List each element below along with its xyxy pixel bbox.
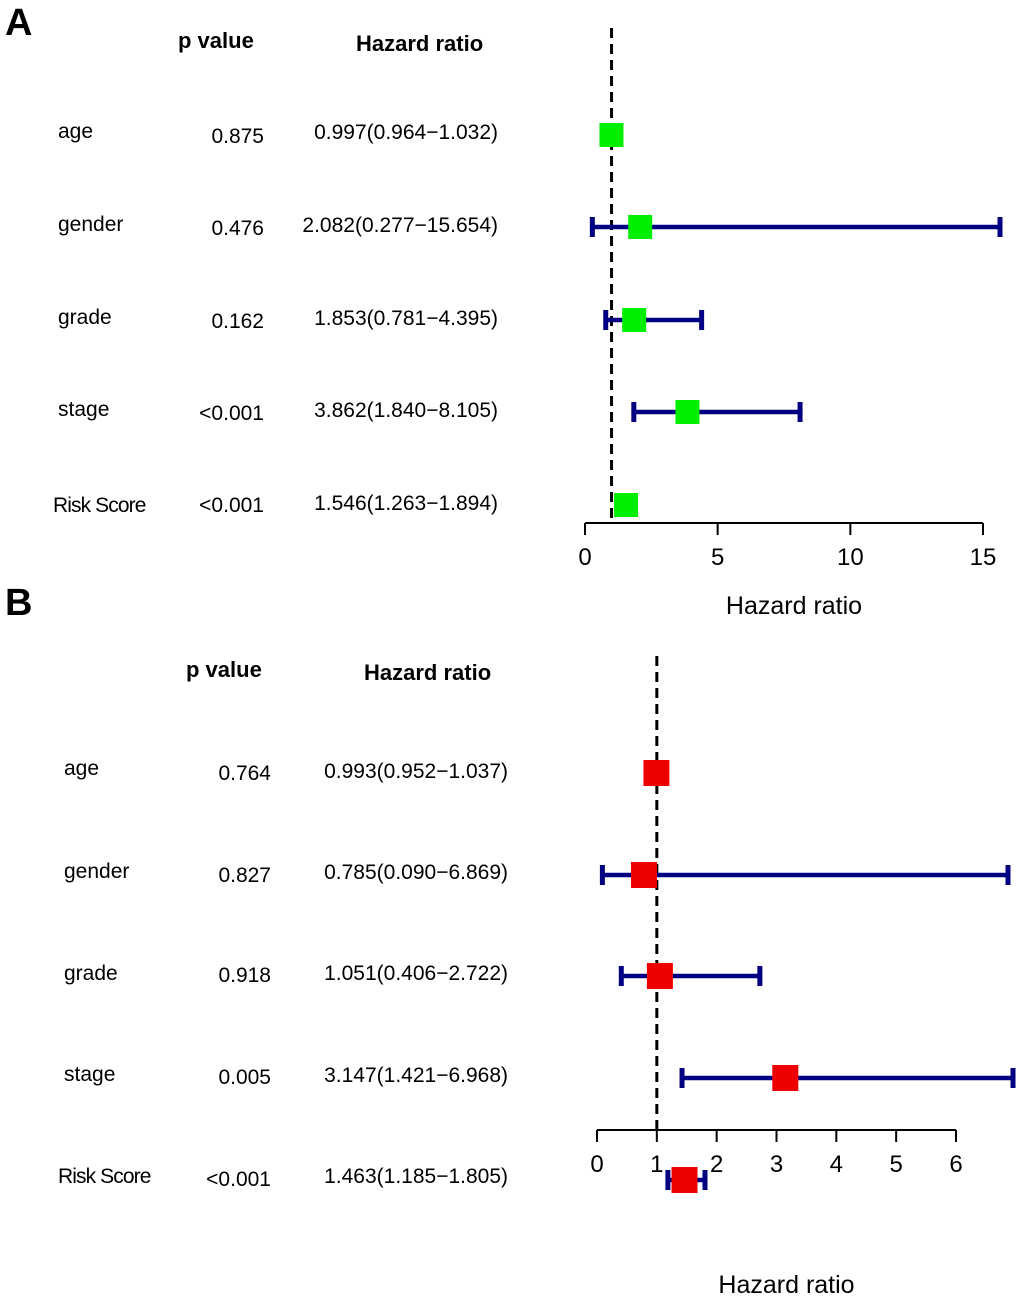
row-label-stage: stage — [64, 1063, 116, 1086]
hr-marker-grade-a — [622, 308, 647, 332]
row-hr-age: 0.993(0.952−1.037) — [324, 760, 508, 783]
row-hr-grade: 1.051(0.406−2.722) — [324, 962, 508, 985]
x-tick-label-0-a: 0 — [578, 544, 591, 571]
row-pvalue-age: 0.764 — [218, 762, 271, 785]
row-hr-gender: 2.082(0.277−15.654) — [302, 214, 498, 237]
row-pvalue-risk-score: <0.001 — [199, 494, 264, 517]
x-axis-title-b: Hazard ratio — [718, 1271, 854, 1299]
x-tick-label-6-b: 6 — [949, 1151, 962, 1178]
x-tick-label-4-b: 4 — [830, 1151, 843, 1178]
row-pvalue-gender: 0.827 — [218, 864, 271, 887]
hazard-ratio-header: Hazard ratio — [356, 31, 484, 56]
row-label-risk-score: Risk Score — [53, 494, 146, 517]
hr-marker-risk-score-a — [614, 493, 639, 517]
row-pvalue-age: 0.875 — [211, 125, 264, 148]
x-tick-label-1-b: 1 — [650, 1151, 663, 1178]
row-hr-grade: 1.853(0.781−4.395) — [314, 307, 498, 330]
hr-marker-grade-b — [646, 963, 673, 989]
row-pvalue-gender: 0.476 — [211, 217, 264, 240]
hr-marker-age-b — [643, 760, 670, 786]
row-pvalue-stage: 0.005 — [218, 1066, 271, 1089]
row-label-grade: grade — [64, 962, 118, 985]
row-hr-stage: 3.862(1.840−8.105) — [314, 399, 498, 422]
forest-plot-panel-a: A p value Hazard ratio age 0.875 0.997(0… — [0, 0, 1020, 630]
hazard-ratio-header: Hazard ratio — [364, 660, 492, 685]
x-tick-label-10-a: 10 — [837, 544, 864, 571]
hr-marker-gender-b — [630, 862, 657, 888]
x-tick-label-2-b: 2 — [710, 1151, 723, 1178]
x-axis-title-a: Hazard ratio — [726, 592, 862, 620]
hr-marker-gender-a — [628, 215, 653, 239]
row-pvalue-grade: 0.162 — [211, 310, 264, 333]
row-hr-gender: 0.785(0.090−6.869) — [324, 861, 508, 884]
row-hr-risk-score: 1.463(1.185−1.805) — [324, 1165, 508, 1188]
hr-marker-age-a — [599, 123, 624, 147]
hr-marker-stage-b — [772, 1065, 799, 1091]
row-label-gender: gender — [64, 860, 130, 883]
row-label-grade: grade — [58, 306, 112, 329]
forest-plot-b: 0 1 2 3 4 5 6 Hazard ratio — [590, 656, 1016, 1299]
x-tick-label-3-b: 3 — [770, 1151, 783, 1178]
row-pvalue-risk-score: <0.001 — [206, 1168, 271, 1191]
x-tick-label-0-b: 0 — [590, 1151, 603, 1178]
panel-letter-a: A — [5, 2, 33, 44]
row-label-risk-score: Risk Score — [58, 1165, 151, 1188]
pvalue-header: p value — [186, 657, 262, 682]
row-label-stage: stage — [58, 398, 110, 421]
hr-marker-risk-score-b — [671, 1167, 698, 1193]
row-label-age: age — [64, 757, 100, 780]
hr-marker-stage-a — [675, 400, 700, 424]
row-label-gender: gender — [58, 213, 124, 236]
row-pvalue-grade: 0.918 — [218, 964, 271, 987]
forest-plot-panel-b: B p value Hazard ratio age 0.764 0.993(0… — [0, 582, 1020, 1305]
row-hr-age: 0.997(0.964−1.032) — [314, 121, 498, 144]
row-label-age: age — [58, 120, 94, 143]
row-pvalue-stage: <0.001 — [199, 402, 264, 425]
x-tick-label-5-b: 5 — [889, 1151, 902, 1178]
pvalue-header: p value — [178, 28, 254, 53]
forest-plot-a: 0 5 10 15 Hazard ratio — [578, 28, 1003, 620]
x-tick-label-15-a: 15 — [970, 544, 997, 571]
row-hr-risk-score: 1.546(1.263−1.894) — [314, 492, 498, 515]
row-hr-stage: 3.147(1.421−6.968) — [324, 1064, 508, 1087]
x-tick-label-5-a: 5 — [711, 544, 724, 571]
panel-letter-b: B — [5, 582, 33, 624]
